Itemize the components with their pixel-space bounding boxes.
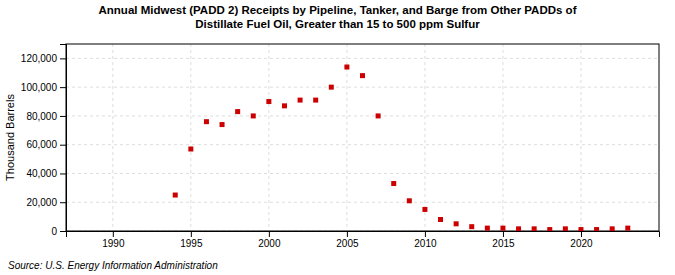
point bbox=[313, 98, 318, 103]
y-tick-label: 120,000 bbox=[21, 53, 58, 64]
grid bbox=[66, 44, 659, 231]
point bbox=[360, 73, 365, 78]
x-tick bbox=[113, 231, 114, 237]
point bbox=[578, 227, 583, 231]
x-tick bbox=[503, 231, 504, 237]
x-tick-label: 1995 bbox=[180, 238, 203, 249]
grid-line bbox=[190, 44, 191, 231]
y-tick-label: 40,000 bbox=[26, 168, 57, 179]
tick: 2000 bbox=[258, 231, 281, 249]
y-tick bbox=[60, 202, 66, 203]
point bbox=[344, 65, 349, 70]
y-tick bbox=[60, 58, 66, 59]
tick: 40,000 bbox=[26, 168, 66, 179]
grid-line bbox=[66, 115, 659, 116]
x-tick-label: 2010 bbox=[414, 238, 437, 249]
tick: 20,000 bbox=[26, 197, 66, 208]
x-tick bbox=[191, 231, 192, 237]
point bbox=[391, 181, 396, 186]
tick: 1990 bbox=[102, 231, 125, 249]
point bbox=[407, 198, 412, 203]
y-tick-label: 80,000 bbox=[26, 111, 57, 122]
point bbox=[485, 226, 490, 231]
point bbox=[454, 221, 459, 226]
point bbox=[469, 224, 474, 229]
grid-line bbox=[424, 44, 425, 231]
x-tick-label: 2020 bbox=[570, 238, 593, 249]
y-tick-label: 60,000 bbox=[26, 139, 57, 150]
y-tick-label: 0 bbox=[51, 226, 57, 237]
grid-line bbox=[66, 58, 659, 59]
tick: 2015 bbox=[492, 231, 515, 249]
point bbox=[532, 226, 537, 231]
tick: 2005 bbox=[336, 231, 359, 249]
grid-line bbox=[112, 44, 113, 231]
tick: 80,000 bbox=[26, 111, 66, 122]
plot-area: 1990 1995 2000 2005 2010 2015 2020 0 20,000 40,00… bbox=[21, 44, 660, 249]
x-tick-label: 2000 bbox=[258, 238, 281, 249]
x-axis: 1990 1995 2000 2005 2010 2015 2020 bbox=[67, 231, 660, 249]
point bbox=[282, 103, 287, 108]
x-tick bbox=[425, 231, 426, 237]
x-tick bbox=[581, 231, 582, 237]
grid-line bbox=[268, 44, 269, 231]
tick: 100,000 bbox=[21, 82, 66, 93]
tick: 60,000 bbox=[26, 139, 66, 150]
y-tick bbox=[60, 116, 66, 117]
tick: 120,000 bbox=[21, 53, 66, 64]
point bbox=[625, 226, 630, 231]
x-tick bbox=[269, 231, 270, 237]
point bbox=[563, 226, 568, 231]
point bbox=[438, 217, 443, 222]
point bbox=[204, 119, 209, 124]
point bbox=[188, 147, 193, 152]
x-tick-label: 1990 bbox=[102, 238, 125, 249]
point bbox=[235, 109, 240, 114]
tick: 0 bbox=[51, 226, 66, 237]
point bbox=[251, 113, 256, 118]
point bbox=[500, 226, 505, 231]
title: Annual Midwest (PADD 2) Receipts by Pipe… bbox=[99, 4, 577, 30]
grid-line bbox=[66, 173, 659, 174]
point bbox=[220, 122, 225, 127]
axis-domain bbox=[60, 45, 67, 232]
grid-line bbox=[66, 202, 659, 203]
y-tick-label: 100,000 bbox=[21, 82, 58, 93]
x-tick-label: 2005 bbox=[336, 238, 359, 249]
x-tick-label: 2015 bbox=[492, 238, 515, 249]
point bbox=[376, 113, 381, 118]
point bbox=[298, 98, 303, 103]
tick: 1995 bbox=[180, 231, 203, 249]
y-axis: 0 20,000 40,000 60,000 80,000 100,000 120,000 bbox=[21, 45, 67, 237]
grid-line bbox=[502, 44, 503, 231]
point bbox=[547, 227, 552, 231]
tick: 2020 bbox=[570, 231, 593, 249]
y-tick bbox=[60, 173, 66, 174]
axis-domain bbox=[67, 232, 660, 238]
point bbox=[422, 207, 427, 212]
points bbox=[173, 65, 631, 231]
point bbox=[594, 227, 599, 231]
point bbox=[516, 226, 521, 231]
y-axis-title: Thousand Barrels bbox=[4, 94, 16, 181]
grid-line bbox=[346, 44, 347, 231]
source: Source: U.S. Energy Information Administ… bbox=[8, 260, 218, 271]
x-tick bbox=[347, 231, 348, 237]
point bbox=[329, 85, 334, 90]
chart: 1990 1995 2000 2005 2010 2015 2020 0 20,000 40,00… bbox=[0, 0, 675, 275]
plot-frame bbox=[66, 44, 659, 231]
tick: 2010 bbox=[414, 231, 437, 249]
grid-line bbox=[66, 144, 659, 145]
grid-line bbox=[66, 87, 659, 88]
grid-line bbox=[580, 44, 581, 231]
y-tick-label: 20,000 bbox=[26, 197, 57, 208]
y-tick bbox=[60, 87, 66, 88]
point bbox=[610, 226, 615, 231]
y-tick bbox=[60, 231, 66, 232]
point bbox=[173, 193, 178, 198]
y-tick bbox=[60, 145, 66, 146]
point bbox=[266, 99, 271, 104]
